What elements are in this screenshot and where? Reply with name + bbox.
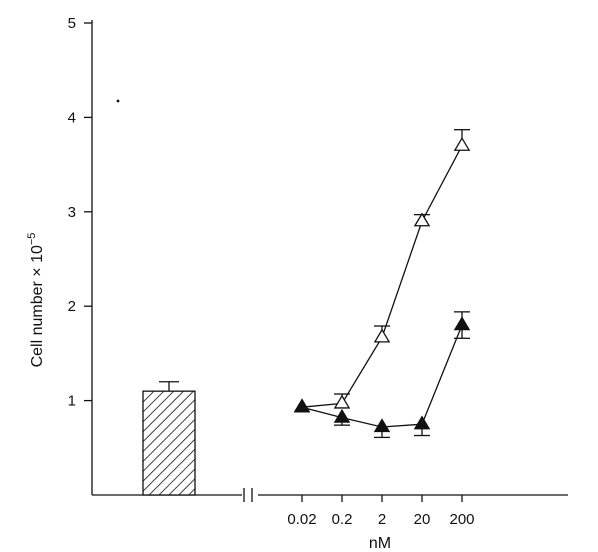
y-ticks: 1 2 3 4 5 xyxy=(68,15,92,410)
filled-triangle-point xyxy=(293,398,311,413)
axis-break xyxy=(243,488,253,502)
control-bar-rect xyxy=(142,390,196,496)
open-triangle-point xyxy=(373,328,391,343)
x-tick-label: 200 xyxy=(449,511,474,528)
filled-triangle-point xyxy=(333,408,351,423)
x-tick-label: 0.2 xyxy=(332,511,353,528)
x-tick-label: 20 xyxy=(414,511,431,528)
y-tick-label: 3 xyxy=(68,204,76,221)
open-triangle-point xyxy=(413,212,431,227)
series-layer xyxy=(116,99,471,439)
filled-triangle-point xyxy=(373,418,391,433)
open-triangle-point xyxy=(453,136,471,151)
x-axis-label: nM xyxy=(369,535,391,552)
filled-triangle-point xyxy=(413,415,431,430)
y-tick-label: 5 xyxy=(68,15,76,32)
y-tick-label: 4 xyxy=(68,109,76,126)
series-filled-triangle xyxy=(293,311,471,439)
filled-triangle-point xyxy=(453,316,471,331)
y-tick-label: 1 xyxy=(68,393,76,410)
axes xyxy=(91,20,568,502)
y-axis-label: Cell number × 10−5 xyxy=(26,233,46,368)
series-line xyxy=(301,145,463,408)
control-bar xyxy=(142,381,196,496)
y-tick-label: 2 xyxy=(68,298,76,315)
open-triangle-point xyxy=(333,394,351,409)
x-tick-label: 2 xyxy=(378,511,386,528)
x-ticks: 0.02 0.2 2 20 200 xyxy=(287,495,475,528)
stray-mark xyxy=(116,99,120,103)
x-tick-label: 0.02 xyxy=(287,511,316,528)
